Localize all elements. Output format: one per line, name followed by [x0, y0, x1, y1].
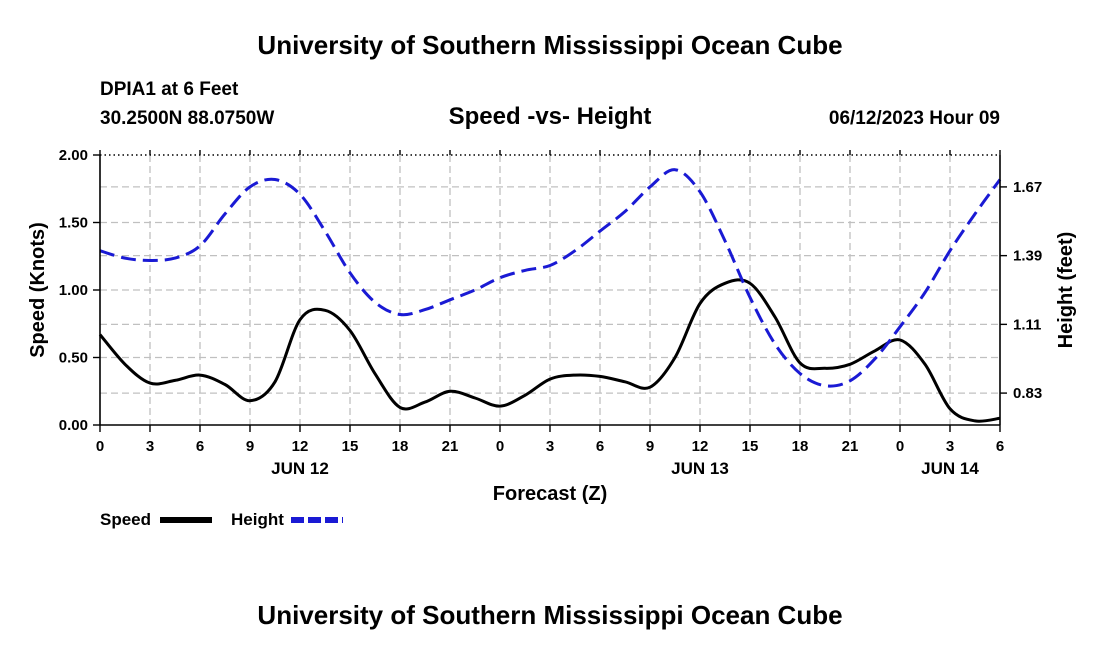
y2-tick-label: 1.11	[1013, 316, 1041, 333]
chart-title: Speed -vs- Height	[449, 103, 652, 130]
y-axis-label: Speed (Knots)	[27, 222, 49, 358]
y2-tick-label: 1.67	[1013, 179, 1042, 196]
day-label: JUN 12	[271, 459, 329, 478]
x-tick-label: 3	[146, 438, 154, 455]
data-series	[98, 168, 1002, 423]
x-axis-label: Forecast (Z)	[493, 483, 607, 505]
x-tick-label: 9	[246, 438, 254, 455]
page-title: University of Southern Mississippi Ocean…	[257, 30, 842, 60]
x-tick-label: 12	[292, 438, 309, 455]
x-tick-label: 18	[392, 438, 409, 455]
height-series-line	[99, 168, 1002, 388]
x-tick-label: 0	[96, 438, 104, 455]
x-tick-label: 3	[946, 438, 954, 455]
y2-axis-label: Height (feet)	[1055, 232, 1077, 349]
x-axis-ticks: 0 3 6 9 12 15 18 21 0 3 6 9 12 15 18 21 0 3 6	[96, 150, 1004, 455]
y-tick-label: 2.00	[59, 147, 88, 164]
legend: Speed Height	[100, 510, 343, 529]
x-tick-label: 12	[692, 438, 709, 455]
x-tick-label: 21	[842, 438, 859, 455]
x-tick-label: 9	[646, 438, 654, 455]
y-tick-label: 0.50	[59, 350, 88, 367]
x-tick-label: 6	[996, 438, 1004, 455]
y2-tick-label: 1.39	[1013, 248, 1042, 265]
x-tick-label: 15	[742, 438, 759, 455]
y-tick-label: 1.00	[59, 282, 88, 299]
day-label: JUN 13	[671, 459, 729, 478]
day-label: JUN 14	[921, 459, 979, 478]
station-name: DPIA1 at 6 Feet	[100, 79, 239, 100]
speed-series-line	[98, 278, 1001, 423]
y-tick-label: 1.50	[59, 215, 88, 232]
x-tick-label: 21	[442, 438, 459, 455]
station-coords: 30.2500N 88.0750W	[100, 108, 274, 129]
x-tick-label: 0	[896, 438, 904, 455]
legend-speed-label: Speed	[100, 510, 151, 529]
grid-lines	[100, 155, 1000, 425]
x-tick-label: 18	[792, 438, 809, 455]
y2-axis-ticks: 0.83 1.11 1.39 1.67	[1000, 179, 1042, 402]
legend-height-label: Height	[231, 510, 284, 529]
forecast-datetime: 06/12/2023 Hour 09	[829, 108, 1000, 129]
y-tick-label: 0.00	[59, 417, 88, 434]
footer-title: University of Southern Mississippi Ocean…	[257, 600, 842, 630]
y2-tick-label: 0.83	[1013, 385, 1042, 402]
x-tick-label: 3	[546, 438, 554, 455]
x-tick-label: 15	[342, 438, 359, 455]
x-tick-label: 6	[596, 438, 604, 455]
day-labels: JUN 12 JUN 13 JUN 14	[271, 459, 979, 478]
x-tick-label: 6	[196, 438, 204, 455]
y-axis-ticks: 0.00 0.50 1.00 1.50 2.00	[59, 147, 100, 434]
x-tick-label: 0	[496, 438, 504, 455]
